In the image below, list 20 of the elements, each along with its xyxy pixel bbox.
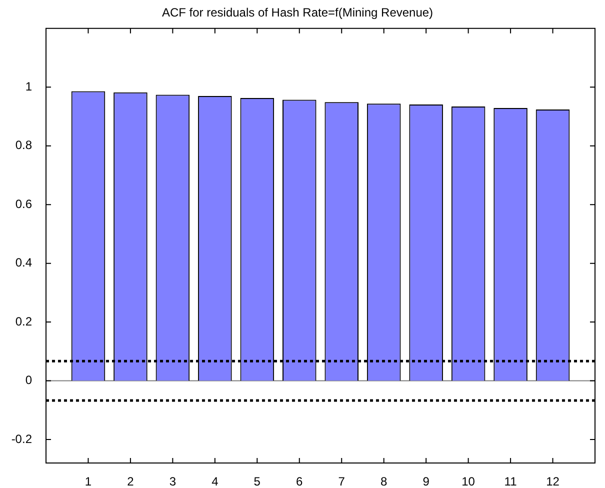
- y-tick-label: 0.2: [15, 314, 32, 328]
- x-tick-label: 1: [84, 474, 92, 488]
- x-tick-label: 3: [169, 474, 176, 488]
- x-tick-label: 5: [254, 474, 261, 488]
- y-tick-label: 0: [25, 373, 32, 388]
- x-tick-label: 6: [296, 474, 304, 488]
- x-tick-label: 11: [504, 474, 518, 488]
- x-tick-label: 4: [212, 474, 219, 488]
- x-tick-label: 7: [338, 474, 346, 488]
- y-tick-label: 0.6: [15, 196, 32, 211]
- x-tick-label: 12: [546, 474, 560, 488]
- y-tick-label: -0.2: [11, 432, 32, 446]
- x-tick-label: 8: [380, 474, 388, 488]
- x-tick-label: 2: [127, 474, 134, 488]
- y-tick-label: 0.4: [15, 256, 32, 270]
- chart-title: ACF for residuals of Hash Rate=f(Mining Revenue): [162, 6, 434, 20]
- x-tick-label: 10: [462, 474, 476, 488]
- x-tick-label: 9: [422, 474, 430, 488]
- y-tick-label: 0.8: [15, 138, 32, 152]
- y-tick-label: 1: [25, 79, 32, 94]
